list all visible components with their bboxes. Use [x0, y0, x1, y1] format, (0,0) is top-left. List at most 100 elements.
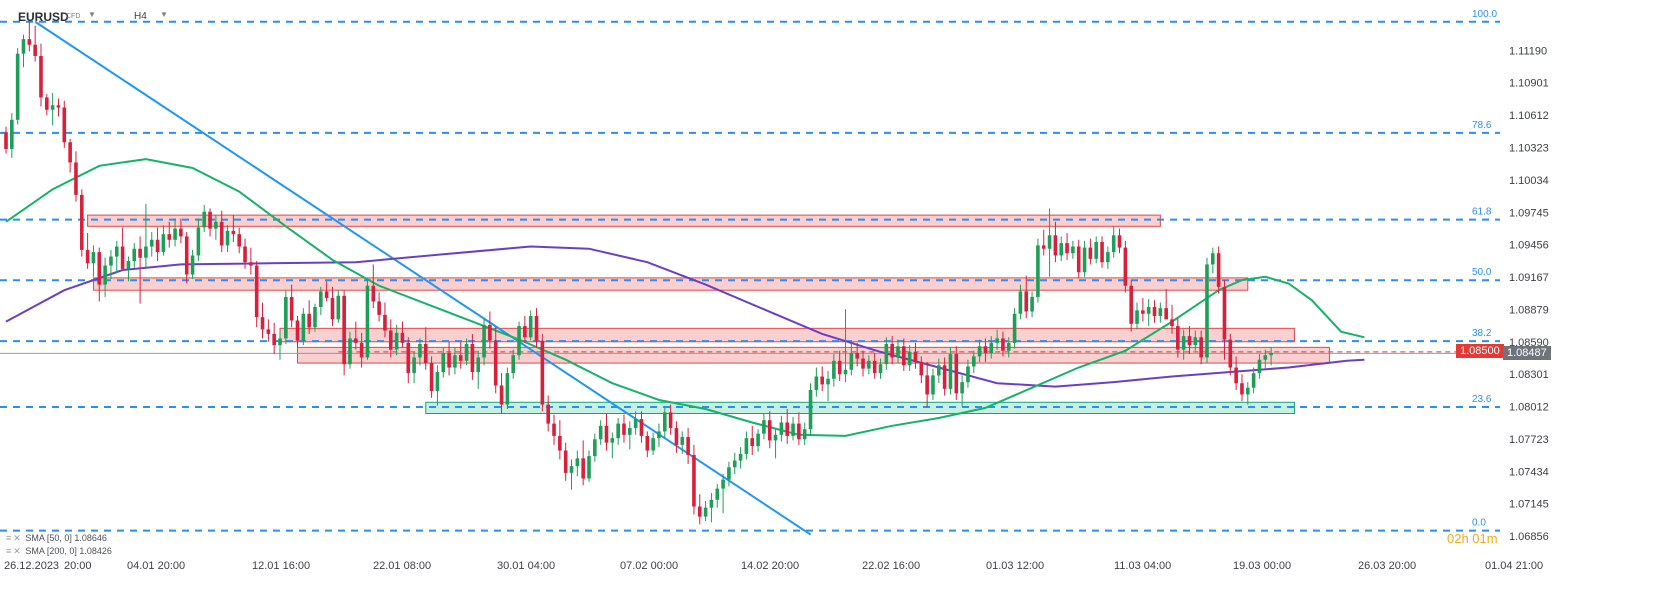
symbol-dropdown-icon[interactable]: ▼	[88, 10, 96, 19]
candle-body	[971, 356, 976, 367]
candle-body	[1059, 243, 1064, 256]
candle-body	[15, 53, 20, 120]
candle-body	[1158, 308, 1163, 316]
candle-body	[1251, 373, 1256, 388]
y-tick-label: 1.08590	[1509, 337, 1549, 349]
candle-body	[960, 382, 964, 394]
candle-body	[540, 340, 545, 405]
legend-sma200-label: SMA [200, 0] 1.08426	[25, 546, 112, 556]
candle-body	[394, 332, 399, 350]
y-tick-label: 1.11190	[1509, 45, 1547, 57]
symbol-label[interactable]: EURUSD	[18, 10, 69, 24]
candle-body	[773, 434, 778, 441]
candle-body	[1123, 247, 1128, 286]
candle-body	[1036, 245, 1040, 297]
candle-body	[173, 228, 177, 240]
candles-layer	[4, 20, 1273, 525]
remove-indicator-icon[interactable]: ✕	[13, 533, 21, 543]
candle-body	[878, 364, 883, 374]
settings-icon[interactable]: ≡	[6, 533, 12, 543]
candle-body	[662, 412, 667, 432]
candle-body	[1106, 252, 1110, 263]
candle-body	[383, 314, 387, 331]
candle-body	[896, 346, 900, 358]
candle-body	[423, 344, 428, 364]
candle-body	[1245, 387, 1250, 395]
candle-body	[1216, 253, 1221, 287]
candle-body	[109, 256, 113, 266]
moving-averages-layer	[5, 158, 1365, 437]
candle-body	[289, 296, 294, 321]
candle-body	[750, 438, 755, 447]
candle-body	[91, 252, 96, 264]
candle-body	[324, 291, 329, 299]
candle-body	[453, 355, 457, 368]
trendline[interactable]	[34, 20, 812, 536]
candle-body	[732, 460, 737, 468]
candle-body	[272, 333, 276, 346]
candle-body	[348, 338, 352, 365]
candle-body	[1094, 242, 1099, 259]
x-tick-label: 14.02 20:00	[741, 560, 799, 572]
candle-countdown: 02h 01m	[1447, 531, 1498, 546]
x-tick-label: 07.02 00:00	[620, 560, 678, 572]
resistance-zone[interactable]	[297, 346, 1330, 364]
candle-body	[587, 456, 591, 479]
candle-body	[418, 344, 422, 358]
candle-body	[563, 450, 568, 473]
candle-body	[208, 211, 212, 229]
candle-body	[1001, 338, 1005, 351]
candle-body	[1164, 308, 1168, 320]
candle-body	[1117, 235, 1122, 248]
candle-body	[464, 344, 469, 361]
y-tick-label: 1.10034	[1509, 175, 1549, 187]
candle-body	[867, 360, 871, 369]
resistance-zone[interactable]	[87, 214, 1161, 227]
candle-body	[114, 246, 119, 257]
candle-body	[989, 342, 994, 353]
timeframe-label[interactable]: H4	[134, 11, 147, 22]
x-tick-label: 12.01 16:00	[252, 560, 310, 572]
candle-body	[184, 236, 189, 275]
candle-body	[144, 246, 148, 258]
sma50-line	[5, 158, 1365, 437]
candle-body	[686, 437, 690, 455]
trendline-layer[interactable]	[34, 20, 812, 536]
x-tick-label: 01.04 21:00	[1485, 560, 1543, 572]
timeframe-dropdown-icon[interactable]: ▼	[160, 10, 168, 19]
candle-body	[1053, 235, 1058, 256]
candle-body	[1193, 337, 1198, 346]
candle-body	[983, 346, 988, 353]
candle-body	[645, 435, 650, 451]
x-tick-label: 19.03 00:00	[1233, 560, 1291, 572]
candle-body	[779, 422, 784, 435]
candle-body	[505, 373, 510, 405]
candle-body	[948, 354, 953, 389]
legend-sma200: ≡ ✕ SMA [200, 0] 1.08426	[6, 546, 112, 557]
candle-body	[313, 307, 317, 328]
candle-body	[1146, 307, 1151, 314]
candle-body	[1240, 383, 1244, 395]
settings-icon[interactable]: ≡	[6, 546, 12, 556]
candle-body	[942, 365, 947, 389]
candle-body	[1012, 313, 1017, 343]
remove-indicator-icon[interactable]: ✕	[13, 546, 21, 556]
candle-body	[27, 39, 32, 45]
candle-body	[674, 428, 679, 445]
candle-body	[359, 342, 364, 358]
candle-body	[97, 252, 102, 285]
candle-body	[937, 365, 941, 376]
candle-body	[552, 423, 556, 436]
y-tick-label: 1.09167	[1509, 272, 1549, 284]
candle-body	[622, 423, 626, 435]
candle-body	[697, 506, 702, 517]
candle-body	[225, 230, 230, 246]
candle-body	[633, 419, 638, 429]
candle-body	[1205, 264, 1209, 358]
x-tick-label: 26.03 20:00	[1358, 560, 1416, 572]
candle-body	[103, 265, 107, 285]
candle-body	[837, 360, 842, 375]
candle-body	[814, 376, 819, 390]
candle-body	[558, 435, 562, 451]
